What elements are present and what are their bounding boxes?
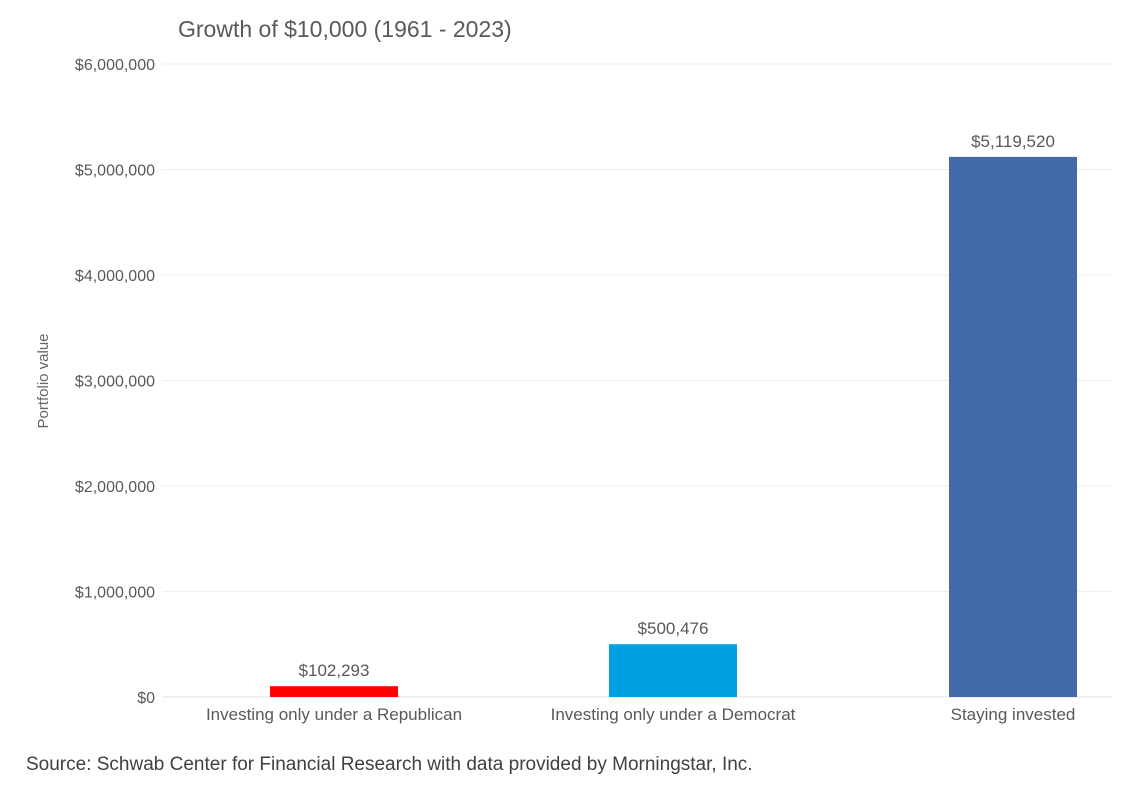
x-tick-label: Investing only under a Democrat	[551, 705, 796, 724]
data-label: $102,293	[299, 661, 370, 680]
y-tick-label: $6,000,000	[75, 57, 155, 74]
y-axis-tick-labels: $0 $1,000,000 $2,000,000 $3,000,000 $4,000,0…	[75, 57, 155, 707]
y-tick-label: $1,000,000	[75, 585, 155, 602]
data-labels: $102,293 $500,476 $5,119,520	[299, 132, 1055, 680]
y-tick-label: $5,000,000	[75, 163, 155, 180]
y-tick-label: $3,000,000	[75, 374, 155, 391]
y-tick-label: $0	[137, 690, 155, 707]
y-tick-label: $4,000,000	[75, 268, 155, 285]
bar	[270, 686, 398, 697]
bar	[609, 644, 737, 697]
bars	[270, 156, 1077, 698]
source-note: Source: Schwab Center for Financial Rese…	[26, 754, 753, 775]
x-axis-tick-labels: Investing only under a Republican Investi…	[206, 705, 1075, 724]
chart-title: Growth of $10,000 (1961 - 2023)	[178, 16, 512, 42]
x-tick-label: Staying invested	[951, 705, 1076, 724]
bar	[949, 156, 1077, 698]
y-axis-title: Portfolio value	[35, 333, 52, 428]
data-label: $500,476	[638, 619, 709, 638]
x-tick-label: Investing only under a Republican	[206, 705, 462, 724]
y-tick-label: $2,000,000	[75, 479, 155, 496]
data-label: $5,119,520	[971, 132, 1055, 151]
